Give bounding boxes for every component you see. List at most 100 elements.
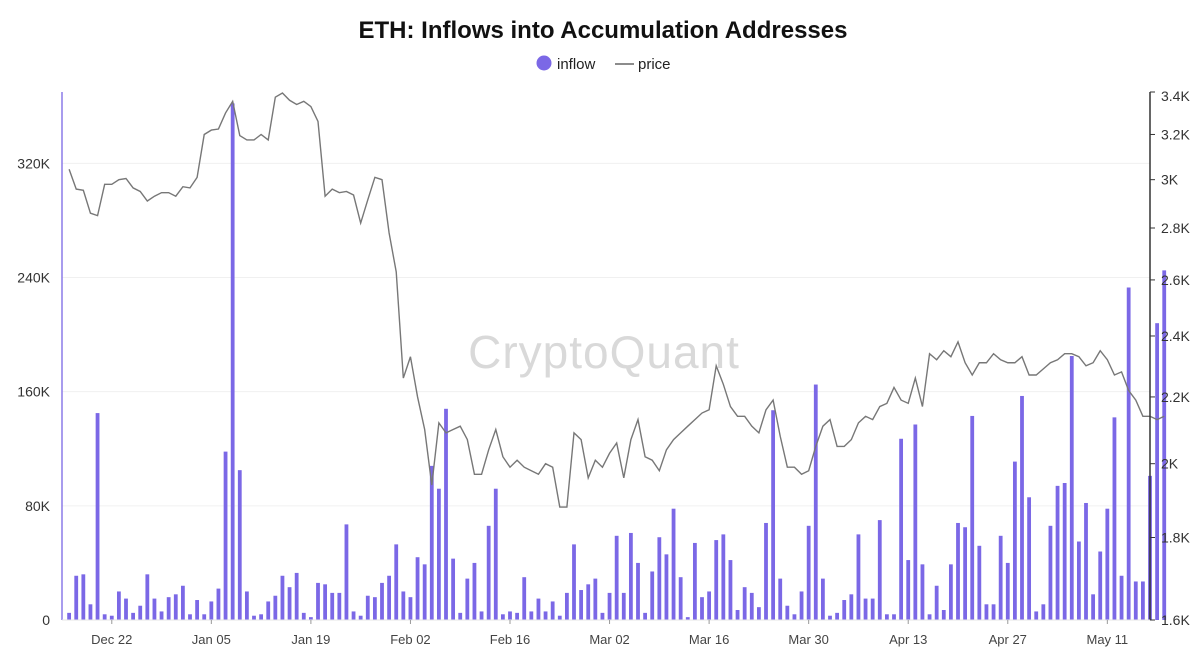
inflow-bar: [572, 544, 576, 620]
inflow-bar: [664, 554, 669, 620]
inflow-bar: [529, 611, 534, 620]
inflow-bar: [735, 610, 740, 620]
inflow-bar: [543, 611, 548, 620]
inflow-bar: [536, 598, 541, 620]
inflow-bar: [259, 614, 264, 620]
inflow-bar: [636, 562, 640, 620]
inflow-bar: [842, 600, 847, 620]
inflow-bar: [1076, 541, 1081, 620]
inflow-bar: [1048, 525, 1053, 620]
inflow-bar: [344, 524, 349, 620]
inflow-bar: [1098, 551, 1103, 620]
inflow-bars: [67, 103, 1167, 621]
inflow-bar: [564, 592, 569, 620]
inflow-bar: [436, 488, 441, 620]
inflow-bar: [1162, 270, 1167, 620]
right-tick-label: 3K: [1161, 172, 1179, 188]
x-tick-label: Apr 13: [889, 632, 927, 647]
inflow-bar: [365, 595, 370, 620]
inflow-bar: [1020, 395, 1024, 620]
inflow-bar: [771, 410, 776, 620]
inflow-bar: [764, 522, 768, 620]
right-tick-label: 1.8K: [1161, 529, 1190, 545]
inflow-bar: [244, 591, 249, 620]
inflow-bar: [372, 597, 377, 620]
inflow-bar: [252, 615, 256, 620]
inflow-bar: [380, 582, 384, 620]
inflow-bar: [102, 614, 107, 620]
x-tick-label: Dec 22: [91, 632, 132, 647]
inflow-bar: [88, 604, 93, 620]
inflow-bar: [109, 615, 114, 620]
legend[interactable]: inflow price: [536, 55, 671, 74]
right-tick-label: 3.2K: [1161, 126, 1190, 142]
inflow-bar: [828, 615, 832, 620]
inflow-bar: [678, 577, 683, 620]
inflow-bar: [493, 488, 498, 620]
x-tick-label: Apr 27: [989, 632, 1027, 647]
inflow-bar: [515, 612, 520, 620]
right-tick-label: 2.4K: [1161, 328, 1190, 344]
inflow-bar: [522, 577, 527, 620]
inflow-bar: [756, 607, 761, 620]
inflow-bar: [778, 578, 783, 620]
inflow-bar: [714, 540, 719, 620]
inflow-bar: [863, 598, 868, 620]
inflow-bar: [223, 451, 228, 620]
inflow-bar: [1105, 508, 1110, 620]
inflow-bar: [301, 612, 306, 620]
inflow-bar: [500, 614, 505, 620]
inflow-bar: [586, 584, 591, 620]
inflow-bar: [621, 592, 626, 620]
inflow-bar: [294, 572, 299, 620]
inflow-bar: [920, 564, 925, 620]
inflow-bar: [429, 465, 434, 620]
legend-item-inflow[interactable]: inflow: [536, 55, 596, 74]
inflow-bar: [700, 597, 704, 620]
inflow-bar: [330, 592, 335, 620]
right-tick-label: 2K: [1161, 456, 1179, 472]
inflow-bar: [1034, 611, 1039, 620]
inflow-bar: [1112, 417, 1117, 620]
inflow-bar: [607, 592, 612, 620]
inflow-bar: [913, 424, 918, 620]
inflow-bar: [785, 605, 790, 620]
inflow-bar: [579, 590, 584, 620]
inflow-bar: [806, 525, 811, 620]
inflow-bar: [991, 604, 996, 620]
right-tick-label: 2.6K: [1161, 272, 1190, 288]
inflow-bar: [1084, 502, 1088, 620]
inflow-bar: [977, 545, 982, 620]
right-tick-label: 2.8K: [1161, 220, 1190, 236]
inflow-bar: [486, 525, 491, 620]
inflow-bar: [692, 542, 697, 620]
inflow-bar: [941, 610, 946, 620]
inflow-bar: [600, 612, 605, 620]
x-axis-ticks: Dec 22 Jan 05 Jan 19 Feb 02 Feb 16 Mar 02 Mar …: [91, 620, 1128, 647]
inflow-bar: [835, 612, 840, 620]
inflow-bar: [884, 614, 889, 620]
inflow-bar: [671, 508, 676, 620]
inflow-bar: [1119, 575, 1124, 620]
inflow-bar: [337, 592, 342, 620]
inflow-bar: [422, 564, 427, 620]
inflow-bar: [906, 560, 911, 620]
chart-title: ETH: Inflows into Accumulation Addresses: [359, 17, 848, 44]
inflow-bar: [458, 612, 463, 620]
inflow-bar: [188, 614, 192, 620]
left-tick-label: 320K: [17, 155, 50, 171]
inflow-bar: [685, 617, 690, 620]
inflow-bar: [74, 575, 79, 620]
left-tick-label: 0: [42, 612, 50, 628]
inflow-bar: [657, 537, 662, 620]
inflow-bar: [209, 601, 214, 620]
inflow-bar: [550, 601, 555, 620]
inflow-bar: [216, 588, 221, 620]
inflow-bar: [1140, 581, 1145, 620]
legend-item-price[interactable]: price: [615, 56, 671, 73]
x-tick-label: Feb 02: [390, 632, 430, 647]
inflow-bar: [820, 578, 825, 620]
inflow-bar: [927, 614, 932, 620]
inflow-bar: [934, 585, 939, 620]
inflow-bar: [707, 591, 712, 620]
